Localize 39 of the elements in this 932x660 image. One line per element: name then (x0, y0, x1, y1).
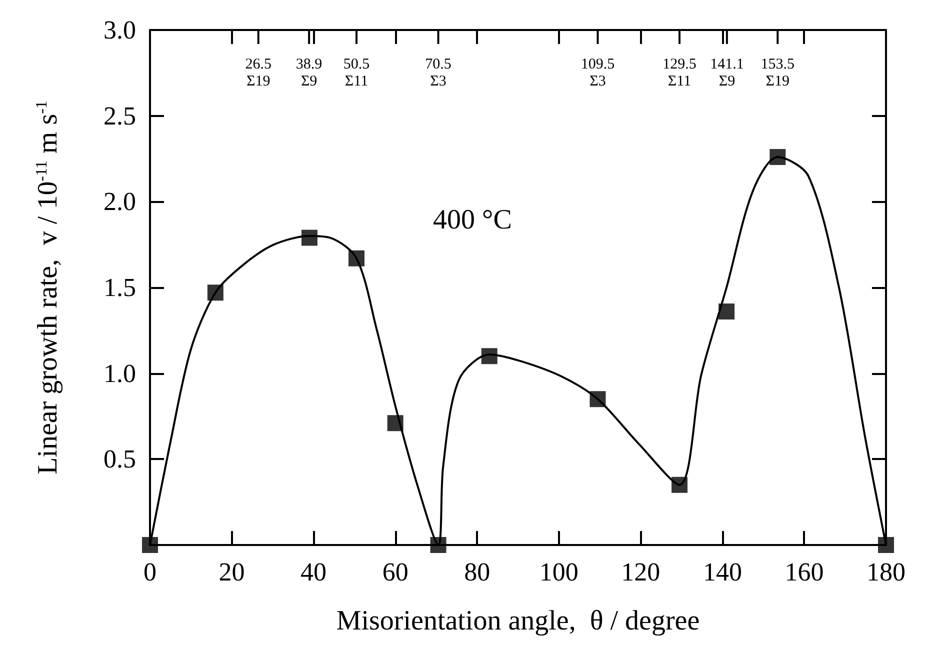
y-axis-title: Linear growth rate, v / 10-11 m s-1 (32, 100, 64, 474)
point (387, 415, 404, 432)
annotation: 400 °C (433, 204, 512, 236)
point (672, 476, 688, 493)
point (878, 537, 894, 553)
point (207, 284, 224, 301)
point (770, 149, 786, 166)
ref-line-label: 38.9 Σ9 (296, 56, 322, 90)
ref-line-label: 153.5 Σ19 (760, 56, 795, 90)
ref-line-label: 70.5 Σ3 (425, 56, 452, 90)
ref-line-label: 141.1 Σ9 (710, 56, 744, 90)
x-tick-label: 0 (144, 558, 156, 586)
ref-line-label: 109.5 Σ3 (580, 56, 615, 90)
point (348, 250, 364, 266)
x-tick-label: 80 (464, 558, 490, 586)
x-tick-label: 100 (539, 558, 578, 586)
point (142, 537, 158, 553)
point (481, 348, 498, 364)
x-tick-label: 180 (866, 558, 906, 586)
x-axis-title: Misorientation angle, θ / degree (336, 606, 700, 636)
y-tick-label: 0.5 (104, 444, 136, 474)
ref-line-label: 129.5 Σ11 (662, 56, 696, 90)
y-tick-label: 1.5 (104, 273, 136, 302)
ref-line-label: 26.5 Σ19 (245, 56, 272, 90)
x-tick-label: 120 (621, 558, 660, 586)
x-tick-label: 160 (784, 558, 824, 586)
ref-line-label: 50.5 Σ11 (343, 56, 370, 90)
x-tick-label: 20 (218, 558, 245, 586)
x-tick-label: 40 (300, 558, 327, 586)
point (301, 230, 318, 246)
y-tick-label: 3.0 (104, 16, 136, 44)
point (590, 391, 606, 408)
x-tick-label: 140 (702, 558, 742, 586)
point (430, 537, 446, 553)
y-tick-label: 1.0 (104, 358, 136, 388)
y-tick-label: 2.0 (104, 187, 136, 216)
y-tick-label: 2.5 (104, 101, 136, 130)
point (718, 304, 735, 320)
x-tick-label: 60 (382, 558, 408, 586)
